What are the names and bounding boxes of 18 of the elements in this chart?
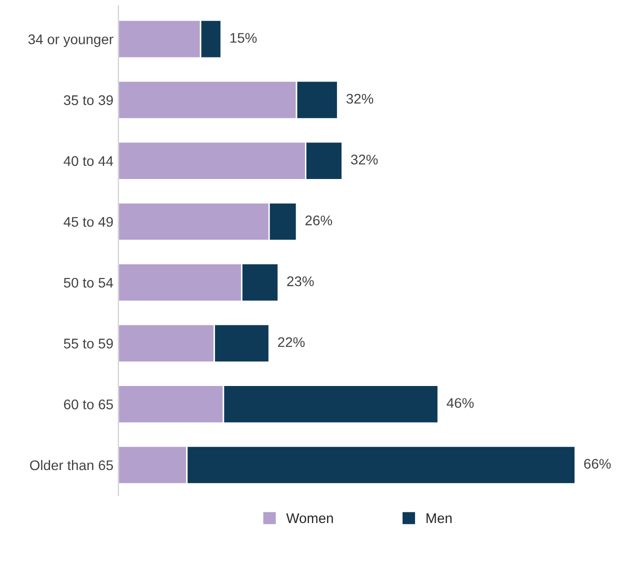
legend-label: Men bbox=[426, 513, 452, 524]
annotation: 15% bbox=[230, 33, 257, 43]
annotation: 26% bbox=[305, 216, 332, 226]
y-tick-label: 50 to 54 bbox=[64, 278, 114, 288]
annotation: 32% bbox=[350, 154, 378, 165]
annotation: 23% bbox=[287, 276, 314, 286]
annotation: 46% bbox=[446, 398, 474, 408]
y-tick-label: Older than 65 bbox=[30, 460, 113, 470]
annotation: 32% bbox=[346, 94, 374, 104]
y-tick-label: 40 to 44 bbox=[64, 156, 114, 166]
y-tick-label: 45 to 49 bbox=[64, 216, 113, 227]
annotation: 22% bbox=[278, 337, 305, 347]
y-tick-label: 35 to 39 bbox=[64, 95, 113, 106]
text: 66% bbox=[584, 458, 611, 469]
y-tick-label: 55 to 59 bbox=[64, 338, 113, 348]
legend-label: Women bbox=[286, 513, 333, 524]
y-tick-label: 60 to 65 bbox=[64, 400, 113, 410]
y-tick-label: 34 or younger bbox=[28, 34, 114, 48]
